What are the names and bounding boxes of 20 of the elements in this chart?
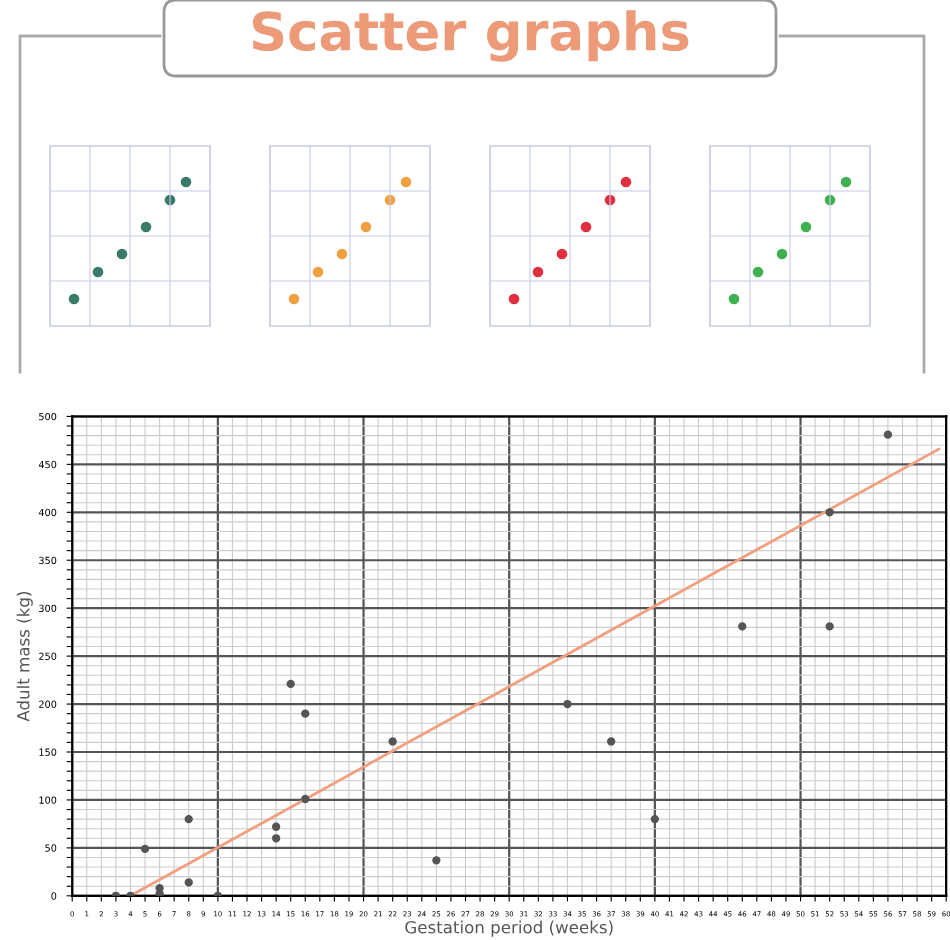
point — [271, 822, 281, 831]
x-axis-title: Gestation period (weeks) — [405, 920, 613, 937]
point — [271, 834, 281, 843]
point — [607, 737, 616, 746]
point — [140, 844, 150, 854]
point — [738, 622, 747, 631]
point — [825, 622, 834, 631]
y-axis-title: Adult mass (kg) — [16, 592, 33, 722]
point — [184, 814, 193, 824]
point — [286, 679, 295, 689]
point — [301, 709, 310, 718]
chart-title: Scatter graphs — [252, 10, 689, 62]
point — [825, 508, 834, 517]
point — [184, 878, 193, 887]
point — [883, 430, 893, 439]
point — [388, 737, 397, 746]
point — [563, 699, 572, 709]
point — [650, 814, 660, 824]
point — [432, 856, 441, 865]
point — [301, 794, 310, 804]
